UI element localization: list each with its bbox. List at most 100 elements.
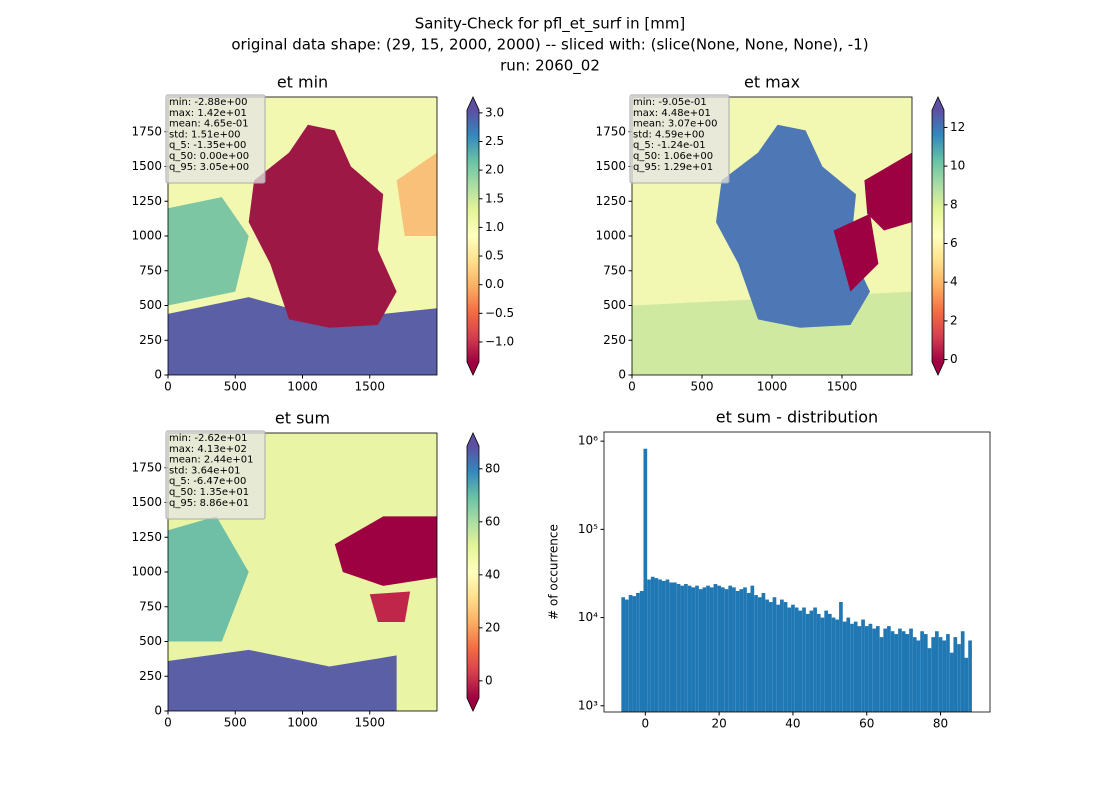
y-tick-label: 250 [139, 669, 162, 683]
histogram-bar [754, 595, 758, 712]
histogram-bar [816, 613, 821, 712]
stats-line: std: 1.51e+00 [169, 129, 241, 140]
histogram-bar [739, 589, 744, 712]
histogram-bar [732, 587, 736, 712]
colorbar-tick-label: 0 [485, 673, 493, 687]
histogram-bar [743, 587, 747, 712]
x-tick-label: 40 [785, 717, 800, 731]
histogram-bar [927, 648, 932, 712]
y-tick-label: 0 [154, 368, 162, 382]
colorbar-tick-label: 1.5 [485, 191, 504, 205]
colorbar-tick-label: 12 [950, 120, 965, 134]
x-tick-label: 0 [642, 717, 650, 731]
stats-line: q_5: -1.35e+00 [169, 140, 246, 151]
colorbar-tick-label: 60 [485, 514, 500, 528]
histogram-bar [654, 578, 659, 712]
histogram-bar [857, 626, 862, 712]
histogram-bar [839, 602, 843, 712]
map-region [716, 124, 870, 328]
stats-line: min: -9.05e-01 [633, 97, 707, 108]
histogram-bar [765, 599, 769, 712]
histogram-bar [757, 597, 762, 712]
histogram-bar [702, 587, 707, 712]
x-tick-label: 500 [691, 380, 714, 394]
histogram-bar [901, 631, 906, 712]
histogram-bar [695, 585, 699, 712]
panel-title: et max [744, 73, 800, 92]
stats-line: max: 1.42e+01 [169, 108, 247, 119]
colorbar-tick-label: 0 [950, 352, 958, 366]
y-tick-label: 500 [139, 298, 162, 312]
y-tick-label: 1500 [595, 159, 626, 173]
colorbar-tick-label: 10 [950, 159, 965, 173]
histogram-bar [946, 634, 950, 712]
stats-line: mean: 2.44e+01 [169, 455, 253, 466]
y-tick-label: 10⁶ [578, 434, 598, 448]
histogram-bar [787, 607, 792, 712]
histogram-bar [647, 579, 651, 712]
colorbar-outline [466, 96, 480, 376]
histogram-bar [684, 584, 688, 712]
histogram-bar [968, 640, 972, 712]
histogram-bar [938, 637, 943, 712]
map-region [833, 213, 879, 292]
stats-box [165, 94, 266, 184]
stats-line: q_95: 8.86e+01 [169, 498, 249, 509]
stats-line: q_5: -6.47e+00 [169, 476, 246, 487]
histogram-bar [709, 587, 714, 712]
histogram-bar [887, 626, 891, 712]
panel-title: et min [277, 73, 328, 92]
histogram-bar [820, 617, 825, 712]
histogram-bar [713, 584, 718, 712]
histogram-bar [691, 587, 696, 712]
histogram-bar [783, 602, 788, 712]
histogram-bar [864, 626, 869, 712]
histogram-bar [717, 585, 721, 712]
histogram-bar [931, 637, 936, 712]
x-tick-label: 80 [933, 717, 948, 731]
x-tick-label: 500 [224, 716, 247, 730]
colorbar [467, 110, 479, 362]
histogram-bar [698, 589, 703, 712]
colorbar-tick-label: 2 [950, 313, 958, 327]
stats-line: mean: 4.65e-01 [169, 119, 249, 130]
y-tick-label: 1750 [131, 124, 162, 138]
colorbar-tick-label: 1.0 [485, 220, 504, 234]
colorbar-extend [467, 433, 479, 446]
histogram-bar [883, 628, 888, 712]
histogram-bar [875, 626, 880, 712]
colorbar-tick-label: 2.5 [485, 134, 504, 148]
colorbar-tick-label: 2.0 [485, 163, 504, 177]
y-tick-label: 1500 [131, 495, 162, 509]
histogram-bar [794, 607, 799, 712]
colorbar-extend [467, 362, 479, 375]
histogram-bar [750, 585, 755, 712]
histogram-bar [935, 631, 939, 712]
x-tick-label: 1500 [354, 716, 385, 730]
colorbar-extend [932, 362, 944, 375]
stats-line: q_50: 0.00e+00 [169, 151, 249, 162]
y-tick-label: 750 [603, 263, 626, 277]
axes-frame [603, 431, 991, 713]
histogram-bar [687, 585, 692, 712]
colorbar-tick-label: 20 [485, 620, 500, 634]
histogram-bar [909, 628, 913, 712]
map-region [396, 152, 437, 236]
histogram-bar [831, 617, 836, 712]
colorbar-extend [932, 97, 944, 110]
stats-line: q_50: 1.35e+01 [169, 487, 249, 498]
colorbar-outline [931, 96, 945, 376]
stats-line: q_95: 3.05e+00 [169, 162, 249, 173]
histogram-bar [639, 591, 644, 712]
y-tick-label: 1750 [595, 124, 626, 138]
histogram-bar [868, 623, 873, 712]
histogram-bar [949, 652, 954, 712]
histogram-bar [780, 599, 784, 712]
histogram-bar [846, 617, 851, 712]
histogram-bar [636, 592, 640, 712]
histogram-bar [890, 631, 895, 712]
histogram-bar [621, 597, 626, 712]
x-tick-label: 1000 [757, 380, 788, 394]
histogram-bar [923, 634, 928, 712]
histogram-bar [628, 595, 633, 712]
